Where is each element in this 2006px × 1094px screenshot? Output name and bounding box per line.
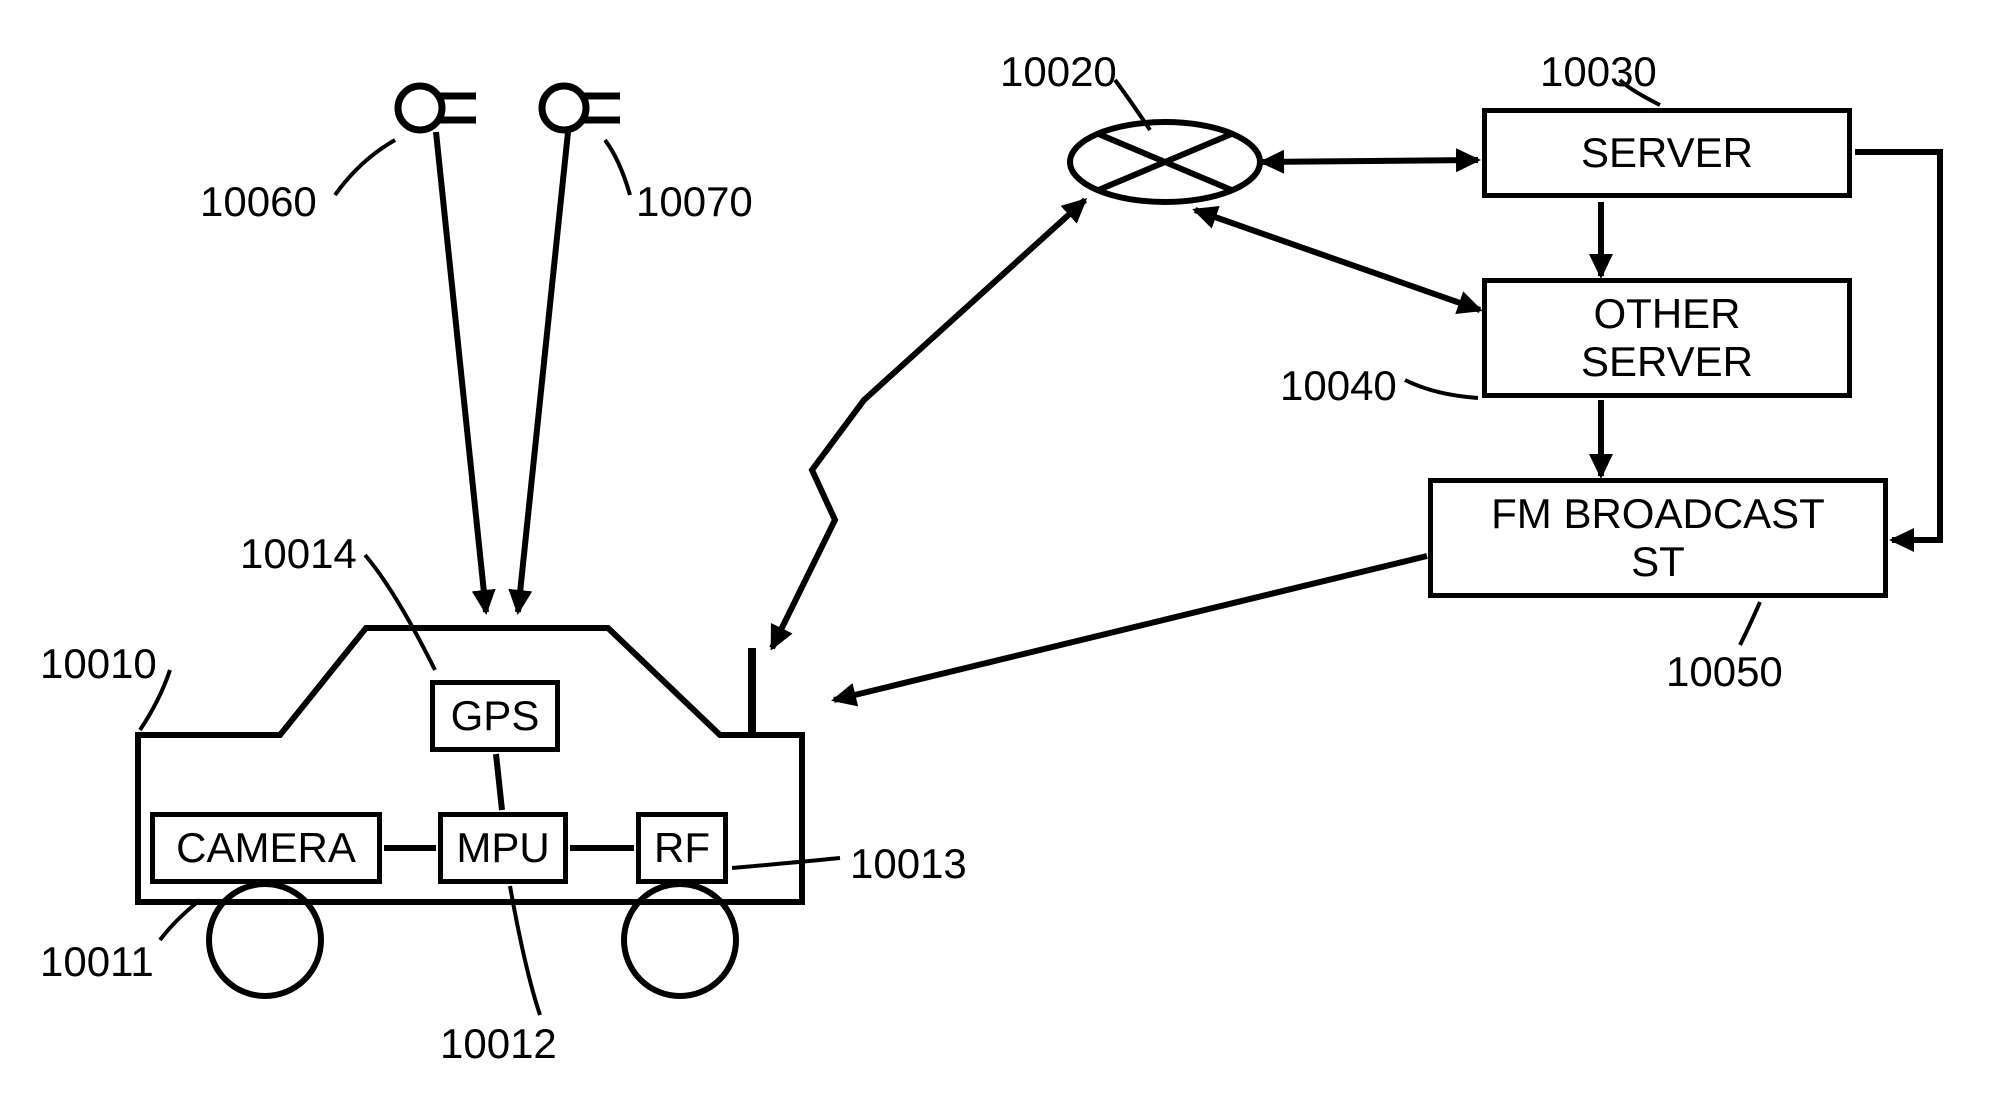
server-label: SERVER (1581, 129, 1753, 177)
camera-block: CAMERA (150, 812, 382, 884)
ref-10012: 10012 (440, 1020, 557, 1068)
rf-block: RF (636, 812, 728, 884)
ref-10040: 10040 (1280, 362, 1397, 410)
ref-10050: 10050 (1666, 648, 1783, 696)
mpu-block: MPU (438, 812, 568, 884)
gps-label: GPS (451, 692, 540, 740)
ref-10013: 10013 (850, 840, 967, 888)
ref-10010: 10010 (40, 640, 157, 688)
server-block: SERVER (1482, 108, 1852, 198)
ref-10060: 10060 (200, 178, 317, 226)
ref-10011: 10011 (40, 938, 154, 986)
system-diagram: CAMERA MPU GPS RF SERVER OTHER SERVER FM… (0, 0, 2006, 1094)
other-server-label: OTHER SERVER (1581, 290, 1753, 387)
satellite-icons (398, 86, 620, 130)
gps-block: GPS (430, 680, 560, 752)
camera-label: CAMERA (176, 824, 356, 872)
rf-label: RF (654, 824, 710, 872)
mpu-label: MPU (456, 824, 549, 872)
fm-broadcast-label: FM BROADCAST ST (1491, 490, 1825, 587)
ref-10014: 10014 (240, 530, 357, 578)
ref-10020: 10020 (1000, 48, 1117, 96)
basestation-icon (1070, 122, 1260, 202)
other-server-block: OTHER SERVER (1482, 278, 1852, 398)
ref-10070: 10070 (636, 178, 753, 226)
ref-10030: 10030 (1540, 48, 1657, 96)
fm-broadcast-block: FM BROADCAST ST (1428, 478, 1888, 598)
vehicle-wheels (209, 884, 736, 996)
